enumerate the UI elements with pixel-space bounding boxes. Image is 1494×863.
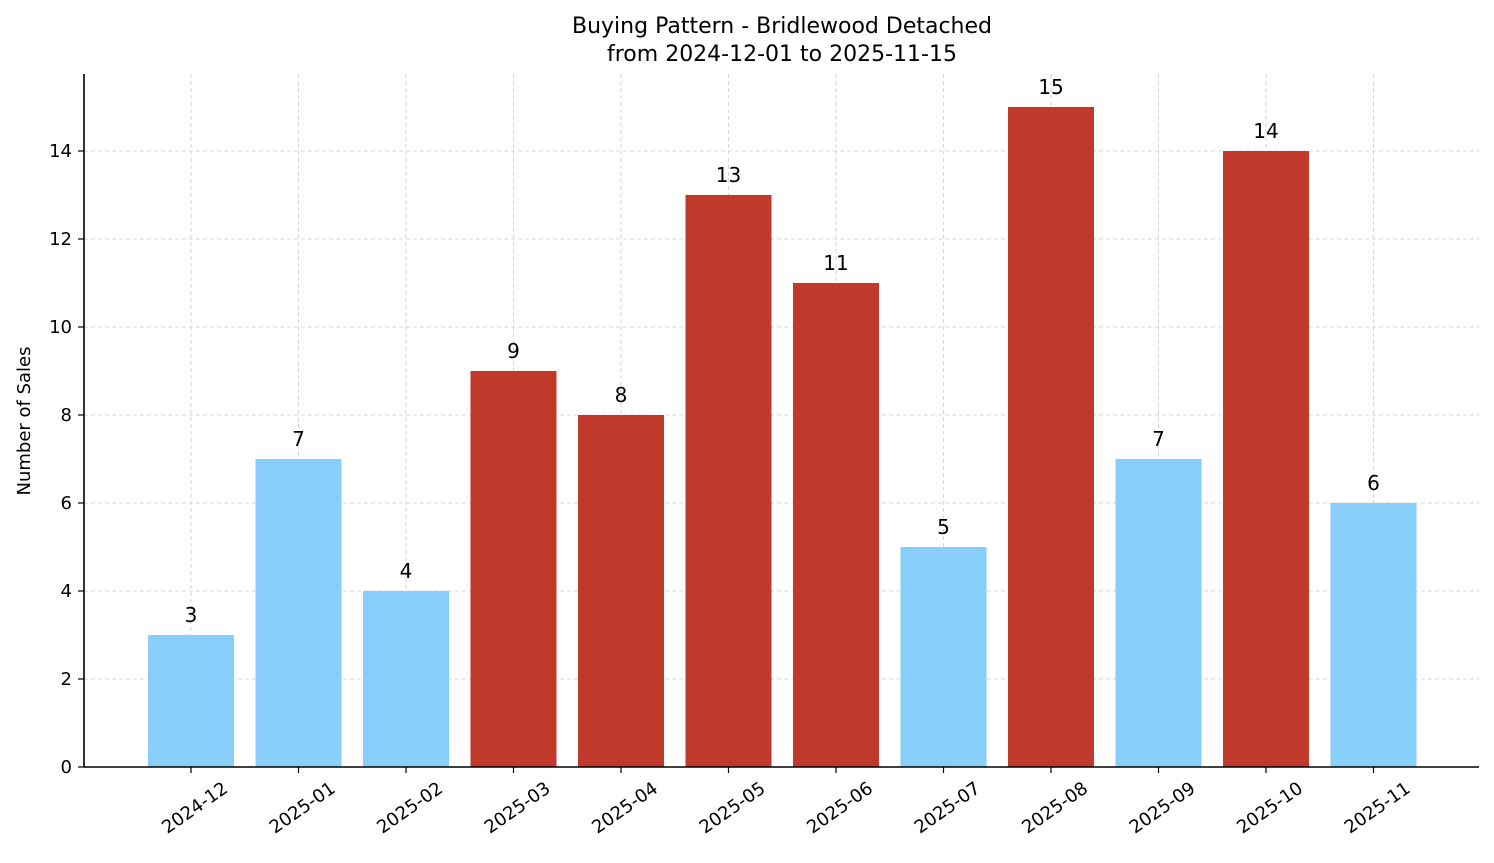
x-tick-label: 2025-04 bbox=[588, 778, 662, 838]
x-tick-label: 2025-05 bbox=[696, 778, 770, 838]
bar-value-label: 8 bbox=[615, 383, 628, 407]
bar-2025-11 bbox=[1330, 503, 1417, 767]
bar-value-label: 3 bbox=[185, 603, 198, 627]
y-tick-label: 0 bbox=[61, 757, 72, 778]
bar-2025-03 bbox=[470, 371, 557, 767]
x-tick-label: 2025-01 bbox=[266, 778, 340, 838]
y-tick-label: 4 bbox=[61, 581, 72, 602]
x-tick-label: 2024-12 bbox=[158, 778, 232, 838]
y-tick-label: 2 bbox=[61, 669, 72, 690]
y-axis-label: Number of Sales bbox=[14, 346, 35, 495]
bar-2025-10 bbox=[1223, 151, 1309, 767]
bar-value-label: 13 bbox=[716, 163, 741, 187]
bar-2025-02 bbox=[363, 591, 449, 767]
chart-title: Buying Pattern - Bridlewood Detached bbox=[572, 14, 992, 39]
bar-2025-06 bbox=[793, 283, 879, 767]
bar-value-label: 7 bbox=[292, 427, 305, 451]
bar-value-label: 5 bbox=[937, 515, 950, 539]
bar-value-label: 9 bbox=[507, 339, 520, 363]
x-tick-label: 2025-09 bbox=[1126, 778, 1200, 838]
bar-2025-07 bbox=[900, 547, 987, 767]
y-tick-label: 6 bbox=[61, 493, 72, 514]
x-tick-label: 2025-10 bbox=[1233, 778, 1307, 838]
bar-2025-01 bbox=[255, 459, 342, 767]
bar-value-label: 14 bbox=[1253, 119, 1278, 143]
y-tick-label: 14 bbox=[49, 141, 72, 162]
x-tick-label: 2025-08 bbox=[1018, 778, 1092, 838]
bar-2025-08 bbox=[1008, 107, 1094, 767]
bar-value-label: 15 bbox=[1038, 75, 1063, 99]
bar-2024-12 bbox=[148, 635, 234, 767]
bar-value-label: 11 bbox=[823, 251, 848, 275]
bar-2025-09 bbox=[1115, 459, 1202, 767]
bars bbox=[148, 107, 1417, 767]
bar-2025-05 bbox=[685, 195, 772, 767]
y-tick-label: 10 bbox=[49, 317, 72, 338]
bar-value-label: 7 bbox=[1152, 427, 1165, 451]
y-tick-label: 8 bbox=[61, 405, 72, 426]
x-tick-label: 2025-02 bbox=[373, 778, 447, 838]
x-tick-label: 2025-11 bbox=[1341, 778, 1415, 838]
chart-subtitle: from 2024-12-01 to 2025-11-15 bbox=[607, 42, 957, 67]
y-tick-label: 12 bbox=[49, 229, 72, 250]
axes bbox=[78, 74, 1479, 773]
bar-value-label: 6 bbox=[1367, 471, 1380, 495]
bar-2025-04 bbox=[578, 415, 664, 767]
x-tick-label: 2025-07 bbox=[911, 778, 985, 838]
x-tick-label: 2025-03 bbox=[481, 778, 555, 838]
bar-value-label: 4 bbox=[400, 559, 413, 583]
x-tick-label: 2025-06 bbox=[803, 778, 877, 838]
